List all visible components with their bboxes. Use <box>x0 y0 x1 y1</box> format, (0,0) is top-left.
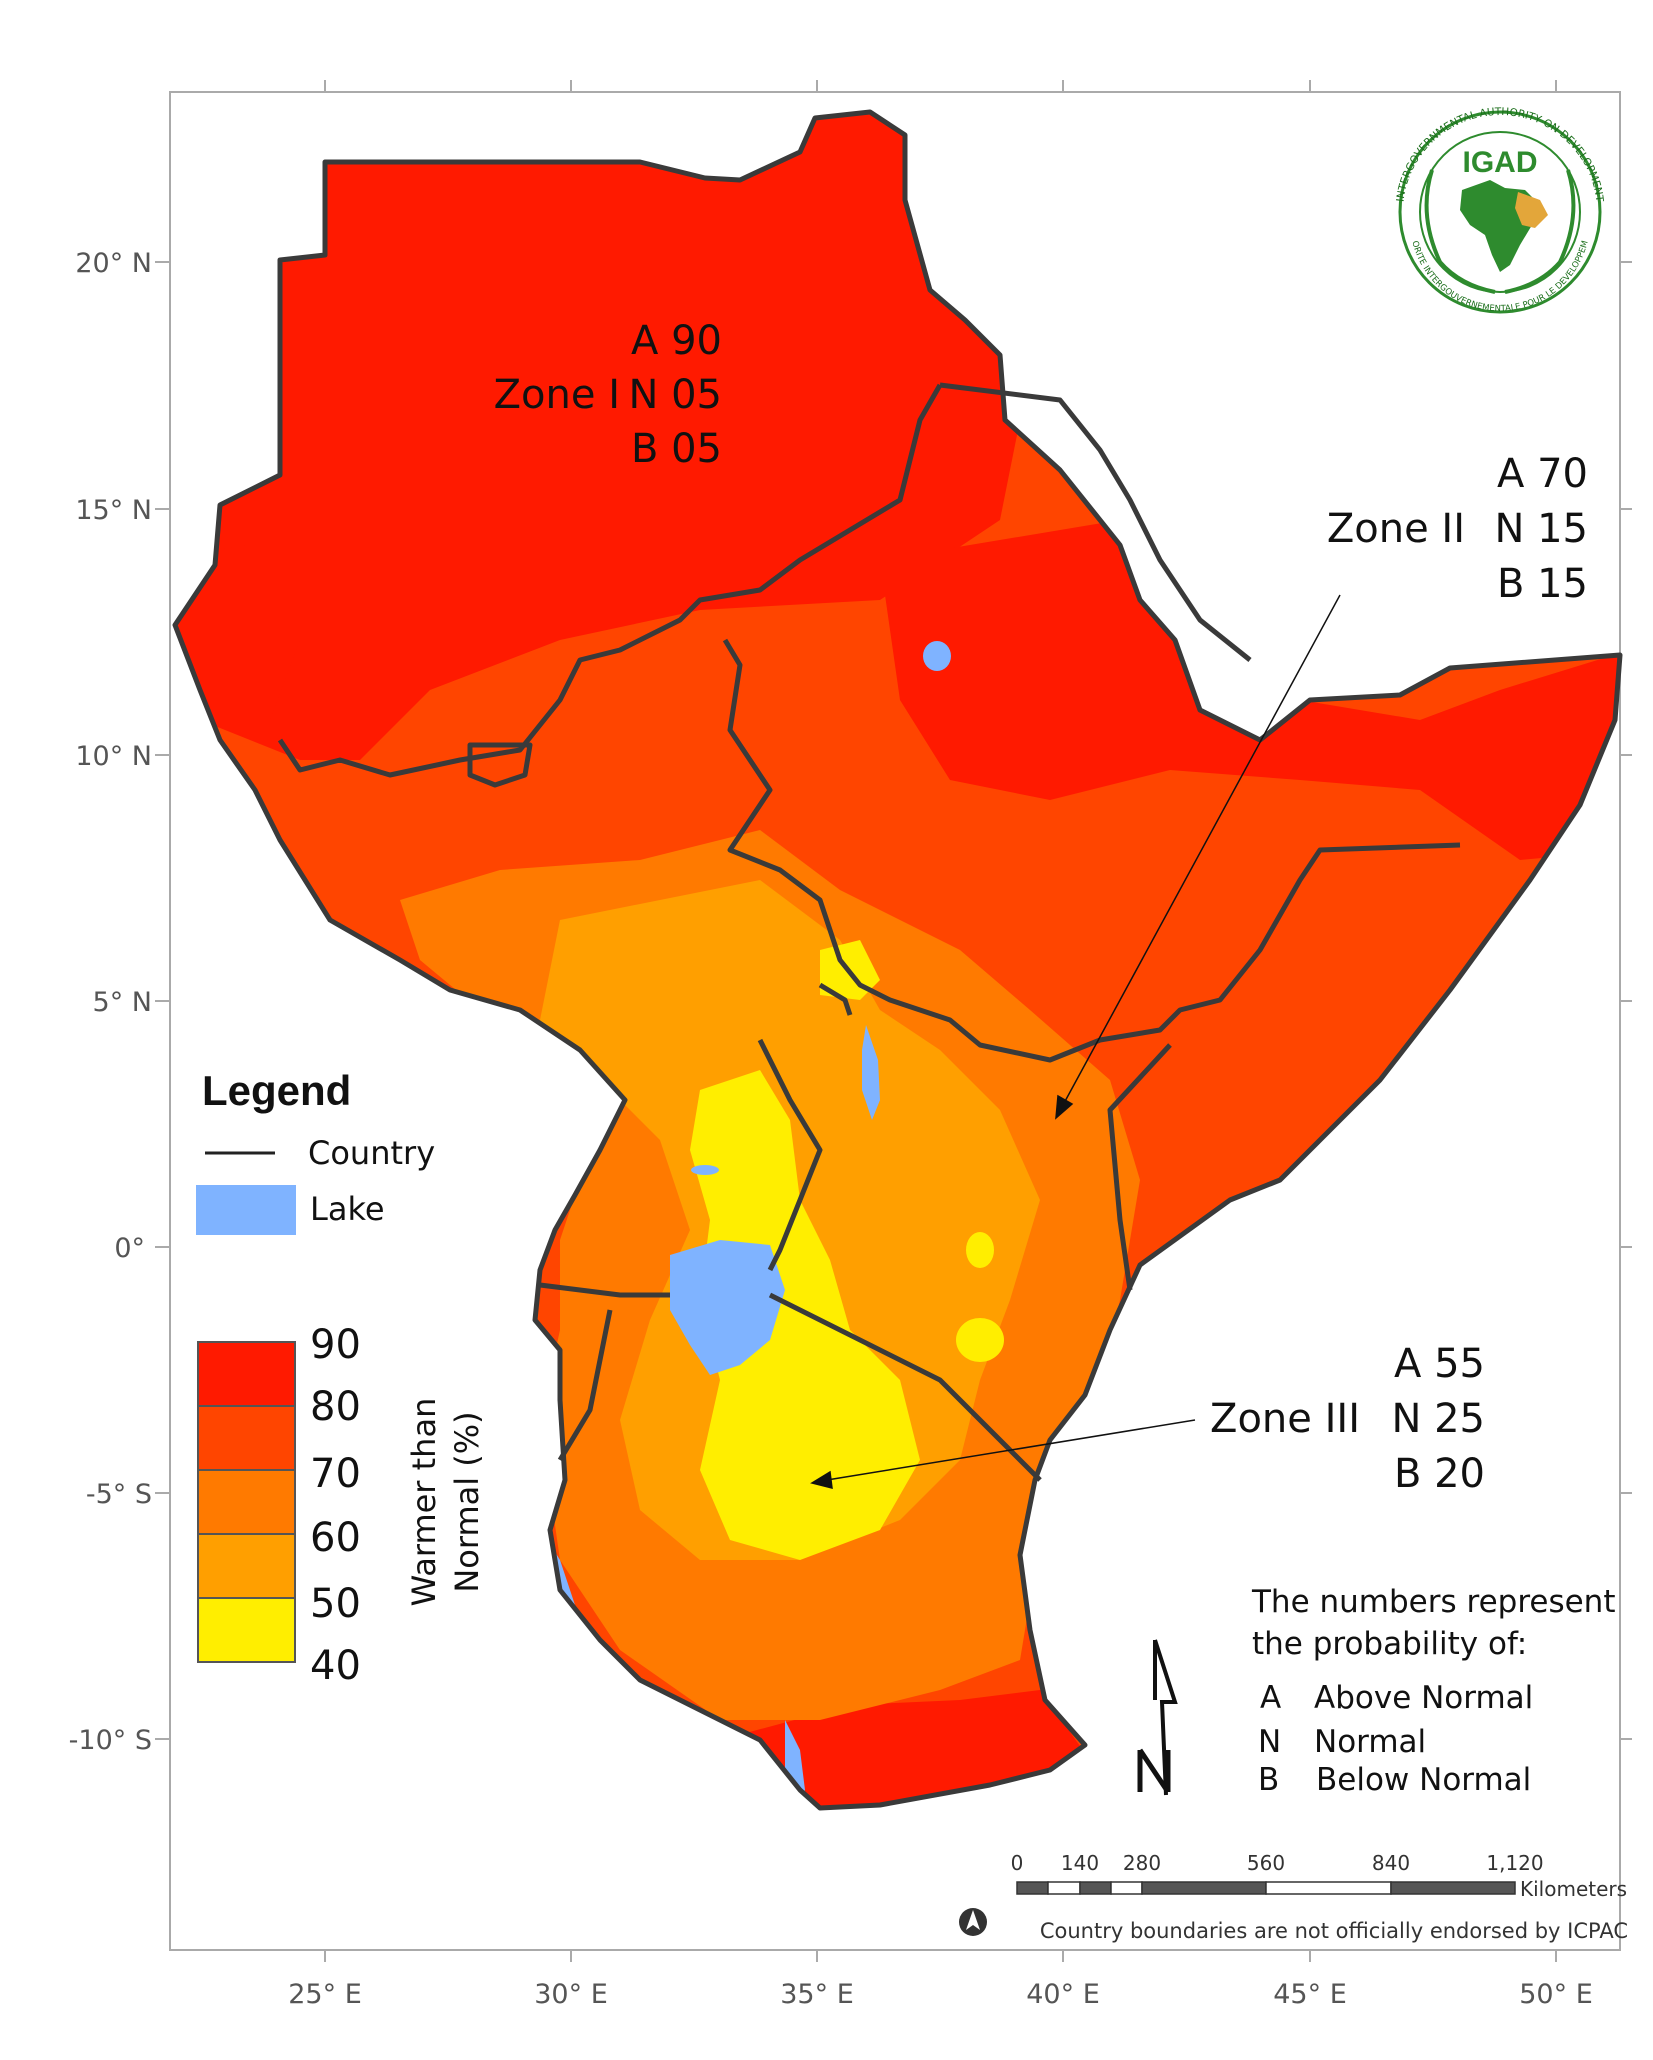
scale-title-line1: Warmer than <box>405 1398 443 1607</box>
probability-surface <box>175 112 1620 1808</box>
scale-swatch-40-50 <box>197 1597 296 1663</box>
scale-label: 70 <box>310 1451 361 1497</box>
lake-victoria <box>670 1240 785 1375</box>
lon-tick-label: 30° E <box>534 1979 608 2010</box>
scale-label: 50 <box>310 1581 361 1627</box>
north-arrow-icon <box>1137 1639 1178 1796</box>
scale-bar: 0 140 280 560 840 1,120 Kilometers <box>1011 1851 1627 1901</box>
zone-ii-normal: N 15 <box>1494 506 1588 552</box>
scale-swatch-70-80 <box>197 1405 296 1471</box>
zone-red-north <box>175 112 1020 760</box>
notes-key: B <box>1258 1762 1279 1798</box>
lake-turkana <box>862 1025 880 1120</box>
zone-red-west <box>175 540 300 720</box>
zone-yellow-spot2 <box>956 1318 1004 1362</box>
notes-line2: the probability of: <box>1252 1626 1527 1662</box>
country-legend-label: Country <box>308 1134 435 1172</box>
zone-i-label: A 90 Zone I N 05 B 05 <box>494 318 722 472</box>
zone-iii-above: A 55 <box>1394 1341 1485 1387</box>
zone-i-normal: N 05 <box>628 372 722 418</box>
lon-tick-label: 25° E <box>288 1979 362 2010</box>
notes-label: Below Normal <box>1316 1762 1531 1798</box>
lat-tick-label: -10° S <box>69 1725 152 1756</box>
zone-iii-below: B 20 <box>1394 1451 1485 1497</box>
legend-title: Legend <box>202 1067 351 1114</box>
zone-i-above: A 90 <box>631 318 722 364</box>
latitude-labels: 20° N 15° N 10° N 5° N 0° -5° S -10° S <box>69 248 152 1756</box>
zone-ii-name: Zone II <box>1327 506 1465 552</box>
lon-tick-label: 50° E <box>1519 1979 1593 2010</box>
scale-label: 40 <box>310 1643 361 1689</box>
scale-title-line2: Normal (%) <box>448 1411 486 1592</box>
lake-albert <box>691 1165 719 1175</box>
lat-tick-label: 15° N <box>75 495 152 526</box>
scale-label: 80 <box>310 1384 361 1430</box>
zone-iii-arrow <box>826 1419 1196 1481</box>
scalebar-tick-label: 140 <box>1061 1851 1099 1875</box>
notes-key: A <box>1260 1680 1281 1716</box>
horn-of-africa-icon <box>1515 192 1548 228</box>
scalebar-tick-label: 560 <box>1247 1851 1285 1875</box>
laurel-left-icon <box>1424 169 1496 294</box>
scalebar-tick-label: 840 <box>1372 1851 1410 1875</box>
lake-legend-label: Lake <box>310 1190 385 1228</box>
laurel-right-icon <box>1504 169 1576 294</box>
notes-line1: The numbers represent <box>1251 1584 1615 1620</box>
lon-tick-label: 40° E <box>1026 1979 1100 2010</box>
scale-swatch-80-90 <box>197 1341 296 1407</box>
logo-text: IGAD <box>1463 146 1538 179</box>
scalebar-tick-label: 0 <box>1011 1851 1024 1875</box>
scalebar-tick-label: 1,120 <box>1486 1851 1543 1875</box>
notes-label: Above Normal <box>1314 1680 1533 1716</box>
lat-tick-label: 0° <box>114 1233 145 1264</box>
zone-ii-label: A 70 Zone II N 15 B 15 <box>1327 451 1588 607</box>
boundary-disclaimer: Country boundaries are not officially en… <box>1040 1919 1628 1943</box>
color-scale <box>197 1341 296 1663</box>
scale-swatch-50-60 <box>197 1533 296 1599</box>
legend: Legend Country Lake 90 80 70 60 50 40 Wa… <box>196 1067 486 1689</box>
scale-label: 60 <box>310 1515 361 1561</box>
zone-arrows <box>810 594 1341 1489</box>
notes-key: N <box>1258 1724 1281 1760</box>
zone-yellow-spot1 <box>966 1232 994 1268</box>
lat-tick-label: 10° N <box>75 741 152 772</box>
probability-notes: The numbers represent the probability of… <box>1251 1584 1615 1798</box>
zone-i-below: B 05 <box>631 426 722 472</box>
frame-ticks <box>155 80 1632 1962</box>
lon-tick-label: 35° E <box>780 1979 854 2010</box>
lat-tick-label: -5° S <box>86 1479 152 1510</box>
scalebar-tick-label: 280 <box>1123 1851 1161 1875</box>
country-borders <box>175 112 1620 1808</box>
zone-iii-name: Zone III <box>1210 1396 1360 1442</box>
notes-label: Normal <box>1314 1724 1426 1760</box>
zone-i-name: Zone I <box>494 372 620 418</box>
scalebar-unit: Kilometers <box>1520 1877 1627 1901</box>
zone-ii-above: A 70 <box>1497 451 1588 497</box>
zone-iii-normal: N 25 <box>1391 1396 1485 1442</box>
zone-ii-below: B 15 <box>1497 561 1588 607</box>
lat-tick-label: 5° N <box>93 987 152 1018</box>
map-frame <box>169 91 1621 1951</box>
lon-tick-label: 45° E <box>1273 1979 1347 2010</box>
zone-ii-arrow <box>1062 594 1341 1106</box>
lake-tana <box>923 641 951 671</box>
scale-swatch-60-70 <box>197 1469 296 1535</box>
longitude-labels: 25° E 30° E 35° E 40° E 45° E 50° E <box>288 1979 1593 2010</box>
lat-tick-label: 20° N <box>75 248 152 279</box>
lake-swatch <box>196 1185 296 1235</box>
scale-label: 90 <box>310 1322 361 1368</box>
zone-iii-label: A 55 Zone III N 25 B 20 <box>1210 1341 1485 1497</box>
compass-icon <box>959 1908 987 1936</box>
